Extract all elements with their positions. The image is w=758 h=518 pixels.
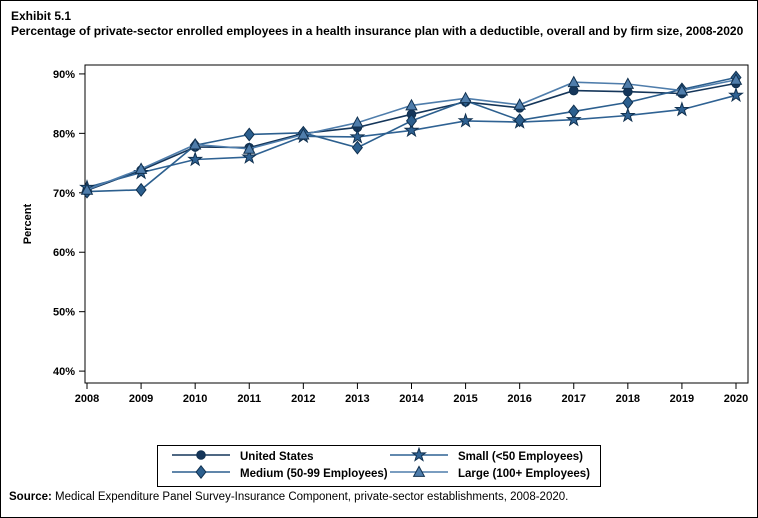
diamond-line-legend-icon: [170, 464, 232, 485]
source-label: Source:: [9, 491, 52, 503]
legend-label-large: Large (100+ Employees): [458, 468, 590, 480]
svg-text:2008: 2008: [75, 393, 99, 405]
exhibit-label: Exhibit 5.1: [11, 9, 72, 23]
svg-text:2019: 2019: [670, 393, 694, 405]
svg-text:2020: 2020: [724, 393, 748, 405]
legend-item-medium: Medium (50-99 Employees): [170, 464, 388, 485]
svg-text:70%: 70%: [53, 188, 75, 200]
svg-text:80%: 80%: [53, 128, 75, 140]
series-markers-large: [80, 73, 743, 195]
svg-text:Percent: Percent: [22, 203, 34, 244]
source-note: Source: Medical Expenditure Panel Survey…: [9, 491, 753, 503]
svg-text:2009: 2009: [129, 393, 153, 405]
circle-line-legend-icon: [170, 447, 232, 468]
legend-label-medium: Medium (50-99 Employees): [240, 468, 388, 480]
legend-label-united-states: United States: [240, 451, 314, 463]
svg-text:2015: 2015: [453, 393, 477, 405]
svg-text:2014: 2014: [399, 393, 424, 405]
series-markers-medium: [81, 70, 742, 199]
svg-text:60%: 60%: [53, 247, 75, 259]
chart-legend: United States Small (<50 Employees) Medi…: [157, 445, 601, 487]
legend-item-large: Large (100+ Employees): [388, 464, 590, 485]
legend-item-small: Small (<50 Employees): [388, 446, 588, 468]
svg-text:40%: 40%: [53, 366, 75, 378]
chart-title: Percentage of private-sector enrolled em…: [11, 24, 744, 38]
triangle-line-legend-icon: [388, 464, 450, 485]
legend-label-small: Small (<50 Employees): [458, 451, 583, 463]
svg-text:50%: 50%: [53, 307, 75, 319]
series-line-medium: [86, 76, 737, 193]
chart-title-block: Exhibit 5.1 Percentage of private-sector…: [11, 9, 751, 39]
series-line-large: [86, 79, 737, 191]
svg-text:2011: 2011: [237, 393, 261, 405]
svg-text:2010: 2010: [183, 393, 207, 405]
series-markers-us: [82, 78, 741, 196]
legend-item-united-states: United States: [170, 449, 388, 465]
svg-text:2017: 2017: [562, 393, 586, 405]
source-text: Medical Expenditure Panel Survey-Insuran…: [51, 491, 569, 503]
svg-text:2018: 2018: [616, 393, 640, 405]
svg-text:2013: 2013: [345, 393, 369, 405]
svg-text:2012: 2012: [291, 393, 315, 405]
svg-text:90%: 90%: [53, 69, 75, 81]
star-line-legend-icon: [388, 446, 450, 468]
svg-text:2016: 2016: [507, 393, 531, 405]
